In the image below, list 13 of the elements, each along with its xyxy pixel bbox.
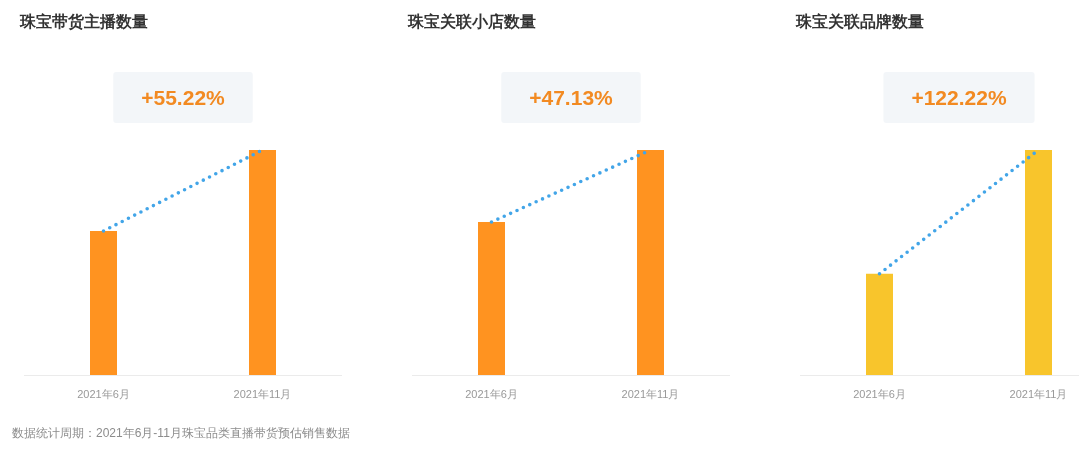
x-tick-label: 2021年6月 [77,388,130,400]
chart-title: 珠宝关联品牌数量 [795,12,924,30]
x-tick-label: 2021年11月 [1009,388,1068,400]
x-tick-label: 2021年11月 [621,388,680,400]
x-tick-label: 2021年6月 [465,388,518,400]
x-tick-label: 2021年6月 [853,388,906,400]
text: +55.22% [141,86,226,109]
text: +47.13% [529,86,614,109]
text: +122.22% [911,86,1007,109]
chart-title: 珠宝关联小店数量 [407,12,536,30]
text: 数据统计周期：2021年6月-11月珠宝品类直播带货预估销售数据 [12,426,350,440]
chart-title: 珠宝带货主播数量 [19,12,148,31]
x-tick-label: 2021年11月 [233,388,292,400]
